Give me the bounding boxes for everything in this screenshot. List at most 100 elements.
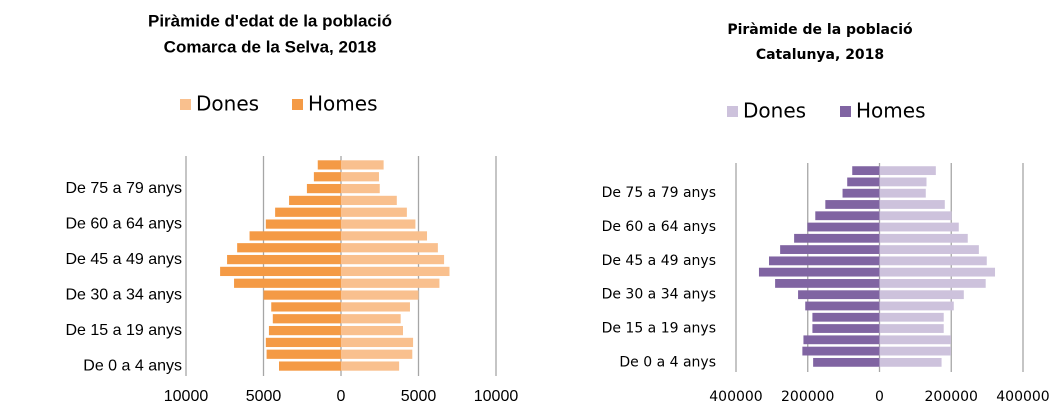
bar (341, 349, 413, 359)
chart-subtitle: Comarca de la Selva, 2018 (164, 37, 377, 56)
bar (341, 302, 410, 312)
bar (879, 357, 942, 367)
bar (879, 312, 944, 322)
bar (341, 337, 414, 348)
bar (317, 160, 341, 170)
bar (268, 325, 341, 336)
bar (341, 160, 384, 170)
legend-label: Dones (196, 92, 259, 116)
category-label: De 30 a 34 anys (602, 287, 716, 303)
bar (341, 231, 428, 241)
legend-label: Homes (308, 92, 377, 116)
bar (271, 302, 341, 312)
bar (341, 325, 403, 336)
bar (275, 207, 341, 217)
bar (879, 166, 936, 176)
category-label: De 75 a 79 anys (65, 180, 182, 197)
x-tick-label: 5000 (246, 388, 282, 405)
bar (341, 254, 445, 265)
bar (249, 231, 341, 241)
bar (807, 222, 880, 232)
bar (237, 243, 341, 253)
bar (847, 177, 880, 187)
bar (842, 188, 880, 198)
x-tick-label: 200000 (781, 389, 834, 405)
x-tick-label: 200000 (925, 389, 978, 405)
bar (341, 290, 419, 300)
category-label: De 0 a 4 anys (83, 357, 182, 374)
chart-subtitle: Catalunya, 2018 (756, 47, 884, 63)
bar (272, 314, 341, 324)
bar (341, 207, 407, 217)
bar (879, 256, 987, 266)
category-label: De 45 a 49 anys (602, 253, 716, 269)
x-tick-label: 0 (337, 388, 346, 405)
x-tick-label: 0 (875, 389, 884, 405)
bar (775, 279, 880, 288)
bar (341, 195, 397, 206)
bar (794, 233, 880, 243)
bar (879, 233, 968, 243)
legend-swatch (292, 99, 303, 110)
bar (879, 211, 952, 221)
bar (805, 301, 880, 311)
bar (306, 183, 341, 194)
bar (879, 279, 986, 288)
x-tick-label: 400000 (996, 389, 1049, 405)
legend-swatch (727, 106, 738, 117)
bar (852, 166, 880, 176)
bar (341, 314, 401, 324)
chart-title: Piràmide de la població (727, 22, 913, 38)
x-tick-label: 400000 (709, 389, 762, 405)
x-tick-label: 5000 (401, 388, 437, 405)
category-label: De 15 a 19 anys (65, 322, 182, 339)
bar (879, 222, 959, 232)
bar (879, 346, 951, 356)
category-label: De 15 a 19 anys (602, 321, 716, 337)
bar (813, 357, 880, 367)
bar (879, 267, 996, 277)
category-label: De 60 a 64 anys (65, 215, 182, 232)
bar (234, 278, 341, 288)
bar (220, 266, 341, 277)
category-label: De 60 a 64 anys (602, 219, 716, 235)
bar (798, 290, 880, 300)
bar (769, 256, 880, 266)
bar (812, 324, 880, 333)
bar (812, 312, 880, 322)
bar (879, 200, 945, 209)
category-label: De 0 a 4 anys (619, 354, 716, 370)
x-tick-label: 10000 (164, 388, 209, 405)
bar (341, 183, 380, 194)
bar (265, 337, 341, 348)
bar (266, 349, 341, 359)
legend-label: Dones (743, 99, 806, 123)
bar (802, 346, 880, 356)
bar (279, 361, 341, 371)
bar (341, 243, 438, 253)
bar (227, 254, 341, 265)
bar (341, 172, 379, 182)
bar (780, 245, 880, 254)
category-label: De 45 a 49 anys (65, 251, 182, 268)
bar (879, 177, 927, 187)
bar (879, 324, 944, 333)
bar (825, 200, 880, 209)
chart-title: Piràmide d'edat de la població (148, 11, 392, 30)
bar (341, 361, 400, 371)
bar (815, 211, 880, 221)
legend-label: Homes (856, 99, 925, 123)
bar (879, 301, 954, 311)
bar (879, 290, 964, 300)
bar (265, 219, 341, 229)
legend-swatch (840, 106, 851, 117)
category-label: De 75 a 79 anys (602, 185, 716, 201)
bar (341, 278, 440, 288)
bar (263, 290, 341, 300)
x-tick-label: 10000 (474, 388, 519, 405)
bar (341, 219, 416, 229)
bar (879, 335, 951, 345)
bar (879, 188, 926, 198)
bar (803, 335, 880, 345)
